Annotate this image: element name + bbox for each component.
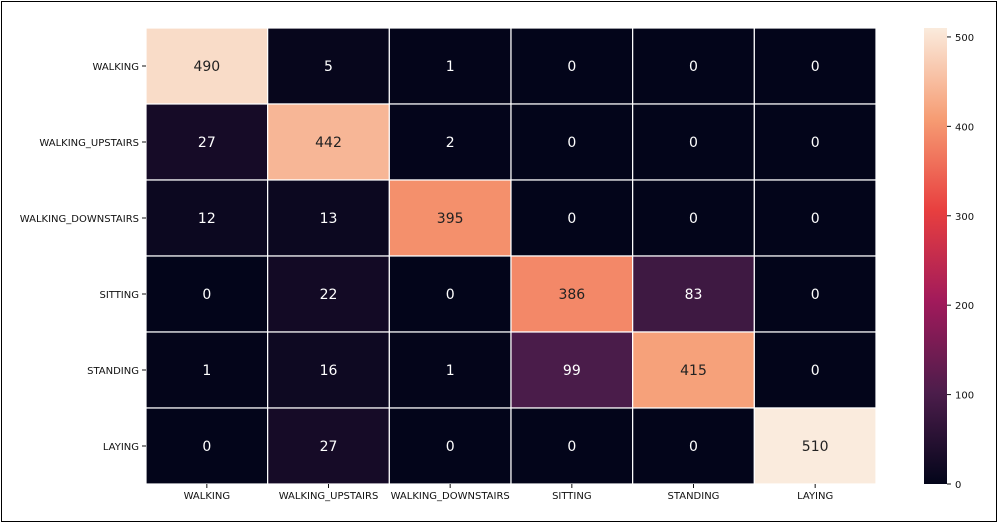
cell-value-label: 442 (315, 135, 342, 151)
cell-value-label: 1 (202, 363, 211, 379)
colorbar-tick-label: 100 (955, 391, 974, 402)
cell-value-label: 0 (689, 135, 698, 151)
cell-value-label: 0 (567, 211, 576, 227)
cell-value-label: 395 (437, 211, 464, 227)
cell-value-label: 386 (558, 287, 585, 303)
heatmap-cell (267, 331, 390, 409)
heatmap-cell (632, 103, 755, 181)
heatmap-cell (145, 27, 269, 105)
heatmap-cells: 490 5 1 0 0 027 442 2 0 0 012 13 395 0 0 00 22 0 386 83 01 16… (145, 27, 877, 485)
cell-value-label: 0 (567, 59, 576, 75)
x-tick-label: SITTING (552, 491, 592, 502)
cell-value-label: 0 (689, 211, 698, 227)
x-tick-label: STANDING (668, 491, 720, 502)
y-tick-labels: WALKING WALKING_UPSTAIRS WALKING_DOWNSTAIR… (20, 62, 146, 453)
heatmap-cell (753, 407, 877, 485)
heatmap-cell (632, 407, 755, 485)
cell-value-label: 27 (320, 439, 338, 455)
cell-value-label: 0 (567, 135, 576, 151)
heatmap-cell (510, 27, 634, 105)
heatmap-cell (267, 27, 390, 105)
heatmap-cell (388, 103, 512, 181)
colorbar-tick-label: 400 (955, 122, 974, 133)
y-tick-label: STANDING (87, 366, 139, 377)
heatmap-cell (267, 255, 390, 333)
cell-value-label: 2 (446, 135, 455, 151)
y-tick-label: WALKING_UPSTAIRS (39, 138, 139, 149)
cell-value-label: 0 (446, 439, 455, 455)
heatmap-cell (632, 27, 755, 105)
cell-value-label: 0 (811, 211, 820, 227)
cell-value-label: 5 (324, 59, 333, 75)
cell-value-label: 415 (680, 363, 707, 379)
heatmap-cell (145, 255, 269, 333)
heatmap-cell (145, 179, 269, 257)
colorbar-tick-label: 500 (955, 33, 974, 44)
cell-value-label: 510 (802, 439, 829, 455)
heatmap-cell (388, 331, 512, 409)
heatmap-cell (510, 407, 634, 485)
y-tick-label: WALKING (93, 62, 140, 73)
colorbar-gradient (924, 28, 947, 484)
cell-value-label: 12 (198, 211, 216, 227)
cell-value-label: 1 (446, 59, 455, 75)
cell-value-label: 27 (198, 135, 216, 151)
y-tick-label: LAYING (103, 442, 139, 453)
heatmap-cell (388, 27, 512, 105)
cell-value-label: 0 (567, 439, 576, 455)
heatmap-cell (510, 179, 634, 257)
cell-value-label: 0 (811, 135, 820, 151)
heatmap-cell (753, 255, 877, 333)
heatmap-cell (753, 331, 877, 409)
cell-value-label: 0 (689, 439, 698, 455)
heatmap-cell (510, 255, 634, 333)
x-tick-label: WALKING_UPSTAIRS (279, 491, 379, 502)
cell-value-label: 83 (685, 287, 703, 303)
x-tick-label: WALKING_DOWNSTAIRS (391, 491, 510, 502)
cell-value-label: 0 (811, 287, 820, 303)
y-tick-label: SITTING (99, 290, 139, 301)
cell-value-label: 0 (811, 363, 820, 379)
cell-value-label: 0 (811, 59, 820, 75)
colorbar: 0 100 200 300 400 500 (924, 28, 974, 491)
heatmap-cell (510, 331, 634, 409)
cell-value-label: 0 (446, 287, 455, 303)
y-tick-label: WALKING_DOWNSTAIRS (20, 214, 139, 225)
cell-value-label: 16 (320, 363, 338, 379)
cell-value-label: 22 (320, 287, 338, 303)
heatmap-cell (753, 103, 877, 181)
cell-value-label: 1 (446, 363, 455, 379)
x-tick-labels: WALKING WALKING_UPSTAIRS WALKING_DOWNSTAIR… (184, 484, 833, 502)
cell-value-label: 99 (563, 363, 581, 379)
colorbar-tick-label: 200 (955, 301, 974, 312)
cell-value-label: 0 (689, 59, 698, 75)
heatmap-cell (753, 179, 877, 257)
colorbar-tick-label: 0 (955, 480, 961, 491)
cell-value-label: 0 (202, 287, 211, 303)
heatmap-cell (632, 179, 755, 257)
heatmap-cell (388, 255, 512, 333)
x-tick-label: LAYING (797, 491, 833, 502)
cell-value-label: 13 (320, 211, 338, 227)
cell-value-label: 0 (202, 439, 211, 455)
x-tick-label: WALKING (184, 491, 231, 502)
colorbar-tick-label: 300 (955, 212, 974, 223)
heatmap-cell (388, 179, 512, 257)
cell-value-label: 490 (193, 59, 220, 75)
